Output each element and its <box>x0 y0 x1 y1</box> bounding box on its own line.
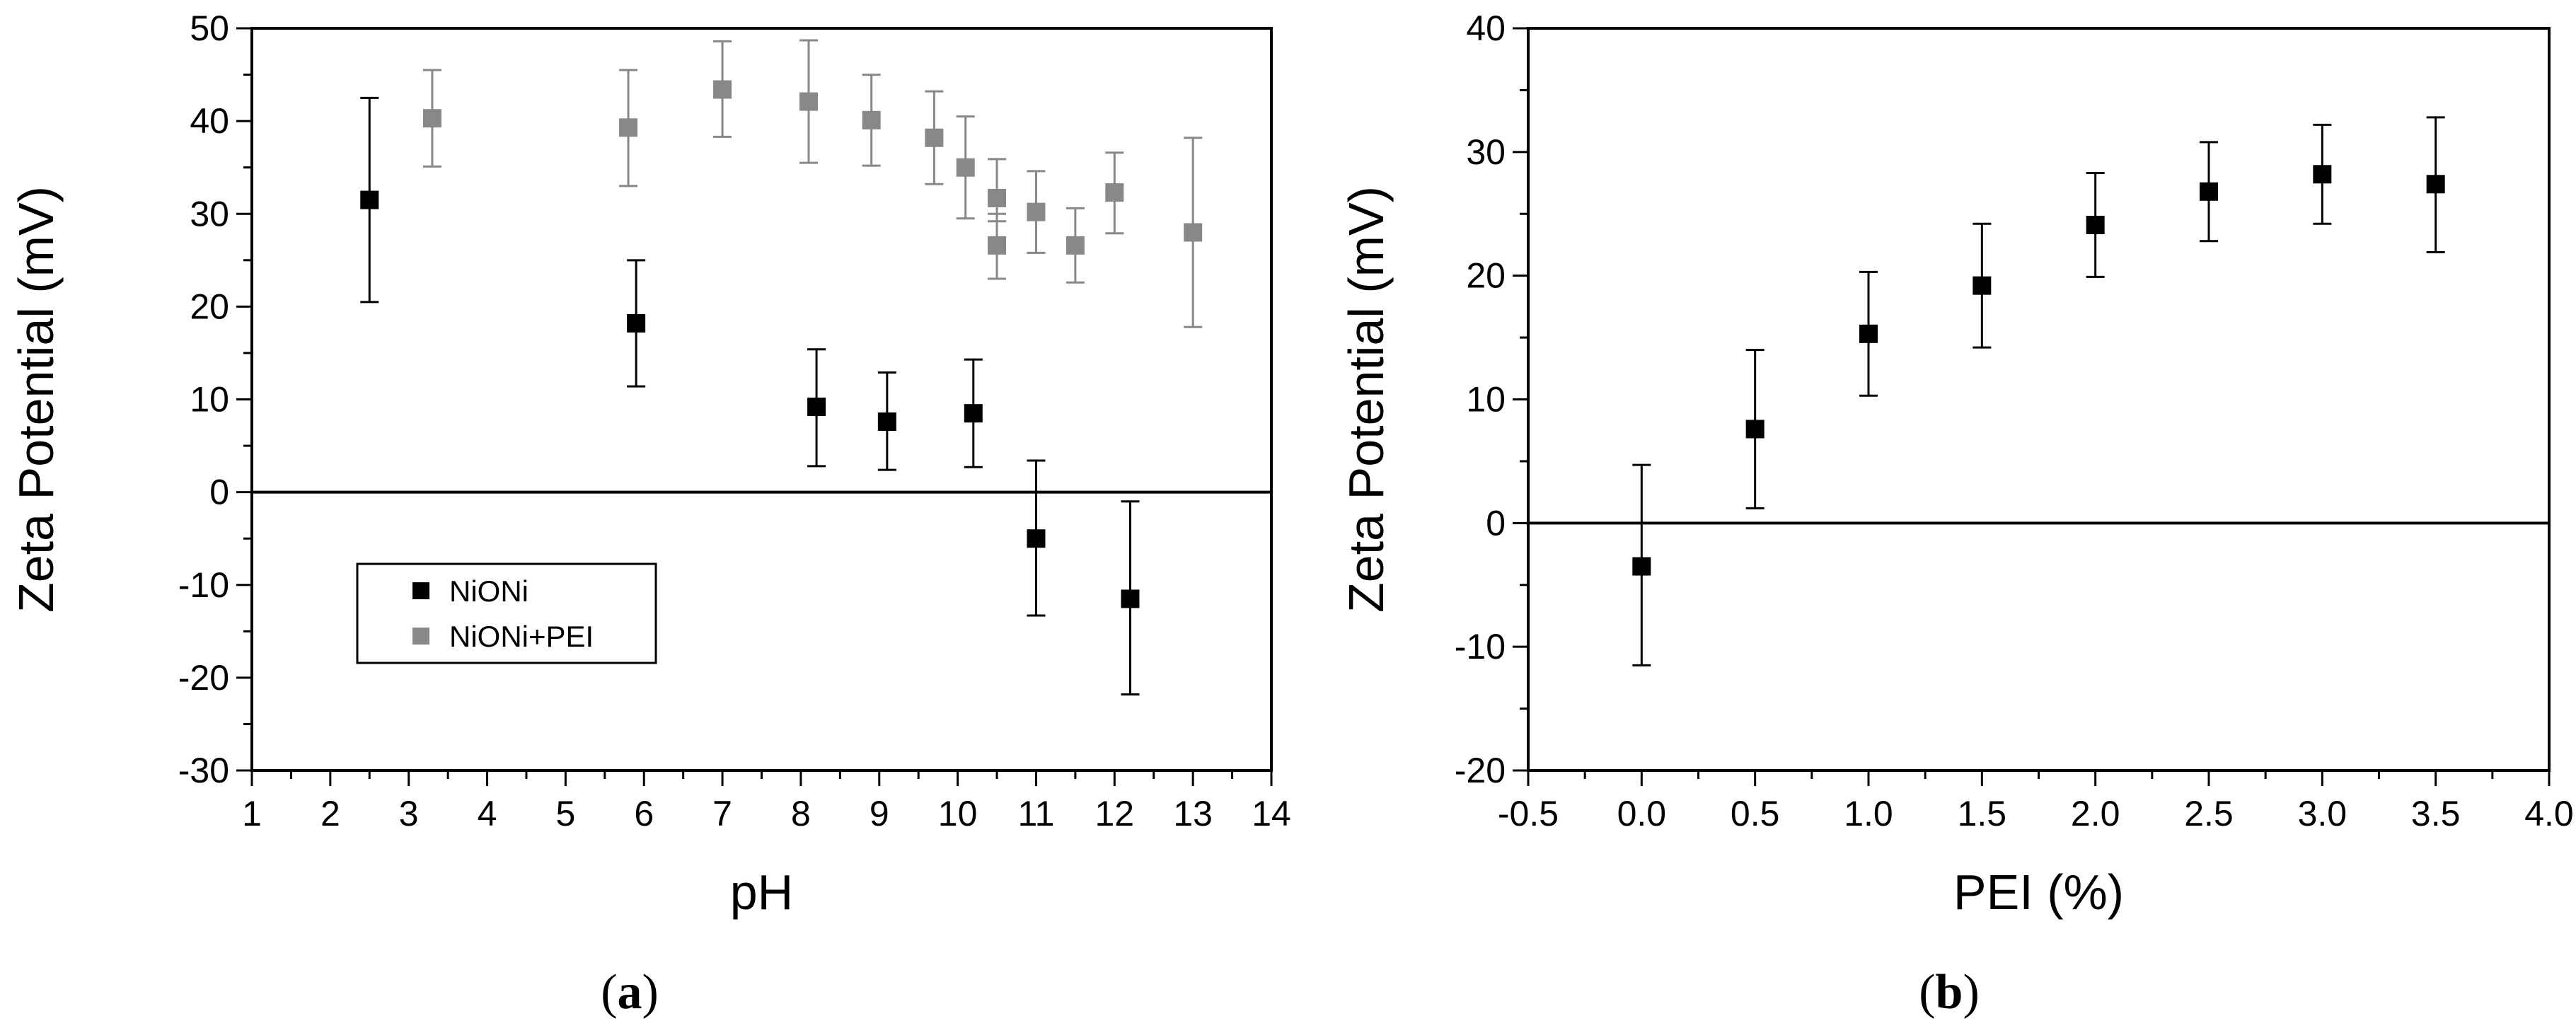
y-tick-label: 30 <box>190 194 229 233</box>
data-point <box>2086 215 2105 234</box>
y-tick-label: -10 <box>178 565 229 605</box>
x-tick-label: 5 <box>555 794 575 833</box>
data-point <box>1745 420 1764 439</box>
data-point <box>1027 529 1046 548</box>
x-tick-label: 2.5 <box>2184 794 2234 833</box>
y-tick-label: 10 <box>1466 380 1506 420</box>
x-tick-label: 1.0 <box>1844 794 1893 833</box>
data-point <box>2426 175 2445 194</box>
y-tick-label: -20 <box>178 658 229 698</box>
chart-panel-b: -0.5 0.0 0.5 1.0 1.5 2.0 2.5 3.0 3.5 4.0 -20 -10 0 10… <box>1339 8 2574 1020</box>
y-tick-label: 50 <box>190 8 229 48</box>
y-tick-label: 20 <box>190 287 229 326</box>
x-tick-label: 10 <box>938 794 978 833</box>
y-tick-label: 0 <box>1486 503 1506 543</box>
x-tick-label: 0.5 <box>1731 794 1780 833</box>
y-tick-label: -30 <box>178 751 229 790</box>
data-point <box>925 128 944 147</box>
y-tick-label: 20 <box>1466 256 1506 296</box>
x-tick-label: 14 <box>1252 794 1291 833</box>
x-tick-label: 2 <box>320 794 340 833</box>
data-point <box>2313 165 2332 184</box>
y-tick-label: 40 <box>190 101 229 141</box>
data-point <box>713 80 732 99</box>
data-point <box>627 313 646 333</box>
x-tick-label: -0.5 <box>1498 794 1559 833</box>
x-tick-label: 4.0 <box>2524 794 2574 833</box>
legend-marker <box>412 582 429 599</box>
panel-caption-letter: b <box>1936 965 1963 1020</box>
y-tick-label: 10 <box>190 380 229 420</box>
data-point <box>877 412 896 431</box>
data-point <box>799 92 819 111</box>
x-tick-label: 2.0 <box>2071 794 2120 833</box>
y-tick-label: -10 <box>1455 627 1506 666</box>
data-point <box>422 109 441 128</box>
data-point <box>1859 324 1878 343</box>
series-1 <box>422 39 1203 328</box>
data-point <box>1973 276 1992 295</box>
x-tick-label: 3.0 <box>2298 794 2347 833</box>
y-tick-label: 0 <box>209 473 229 512</box>
x-axis-title: pH <box>730 865 793 920</box>
plot-frame <box>1527 27 2551 772</box>
data-point <box>988 236 1007 255</box>
data-point <box>360 190 379 209</box>
legend-label: NiONi <box>449 574 529 608</box>
series-0 <box>360 96 1140 695</box>
y-tick-label: 30 <box>1466 132 1506 172</box>
x-axis-title: PEI (%) <box>1953 865 2124 920</box>
x-tick-label: 7 <box>712 794 732 833</box>
chart-panel-a: 1 2 3 4 5 6 7 8 9 10 11 12 13 14-30-20-1001020304050p… <box>8 8 1291 1020</box>
panel-caption: (b) <box>1919 965 1980 1020</box>
x-tick-label: 1.5 <box>1958 794 2007 833</box>
data-point <box>964 404 983 423</box>
data-point <box>1105 183 1124 202</box>
data-point <box>619 118 638 137</box>
x-tick-label: 3.5 <box>2411 794 2461 833</box>
data-point <box>862 110 881 129</box>
legend-box <box>356 562 657 664</box>
data-point <box>956 158 975 177</box>
panel-caption-letter: a <box>618 965 642 1020</box>
data-point <box>1121 589 1140 608</box>
x-tick-label: 0.0 <box>1617 794 1667 833</box>
data-point <box>1027 202 1046 221</box>
x-tick-label: 13 <box>1173 794 1213 833</box>
data-point <box>1184 223 1203 242</box>
data-point <box>1632 557 1651 576</box>
y-axis-title: Zeta Potential (mV) <box>1339 186 1394 613</box>
data-point <box>1065 236 1085 255</box>
data-point <box>988 188 1007 207</box>
y-tick-label: -20 <box>1455 751 1506 790</box>
panel-caption: (a) <box>601 965 659 1020</box>
x-tick-label: 9 <box>870 794 889 833</box>
legend-marker <box>412 628 429 645</box>
x-tick-label: 8 <box>791 794 811 833</box>
legend: NiONi NiONi+PEI <box>356 562 657 664</box>
x-tick-label: 4 <box>478 794 497 833</box>
series-0 <box>1632 116 2445 666</box>
x-tick-label: 6 <box>634 794 654 833</box>
data-point <box>2200 182 2218 201</box>
x-tick-label: 3 <box>399 794 419 833</box>
x-tick-label: 12 <box>1094 794 1134 833</box>
data-point <box>807 397 826 416</box>
x-tick-label: 11 <box>1018 794 1055 833</box>
legend-label: NiONi+PEI <box>449 620 594 653</box>
x-tick-label: 1 <box>242 794 262 833</box>
y-axis-title: Zeta Potential (mV) <box>8 186 64 613</box>
y-tick-label: 40 <box>1466 8 1506 48</box>
